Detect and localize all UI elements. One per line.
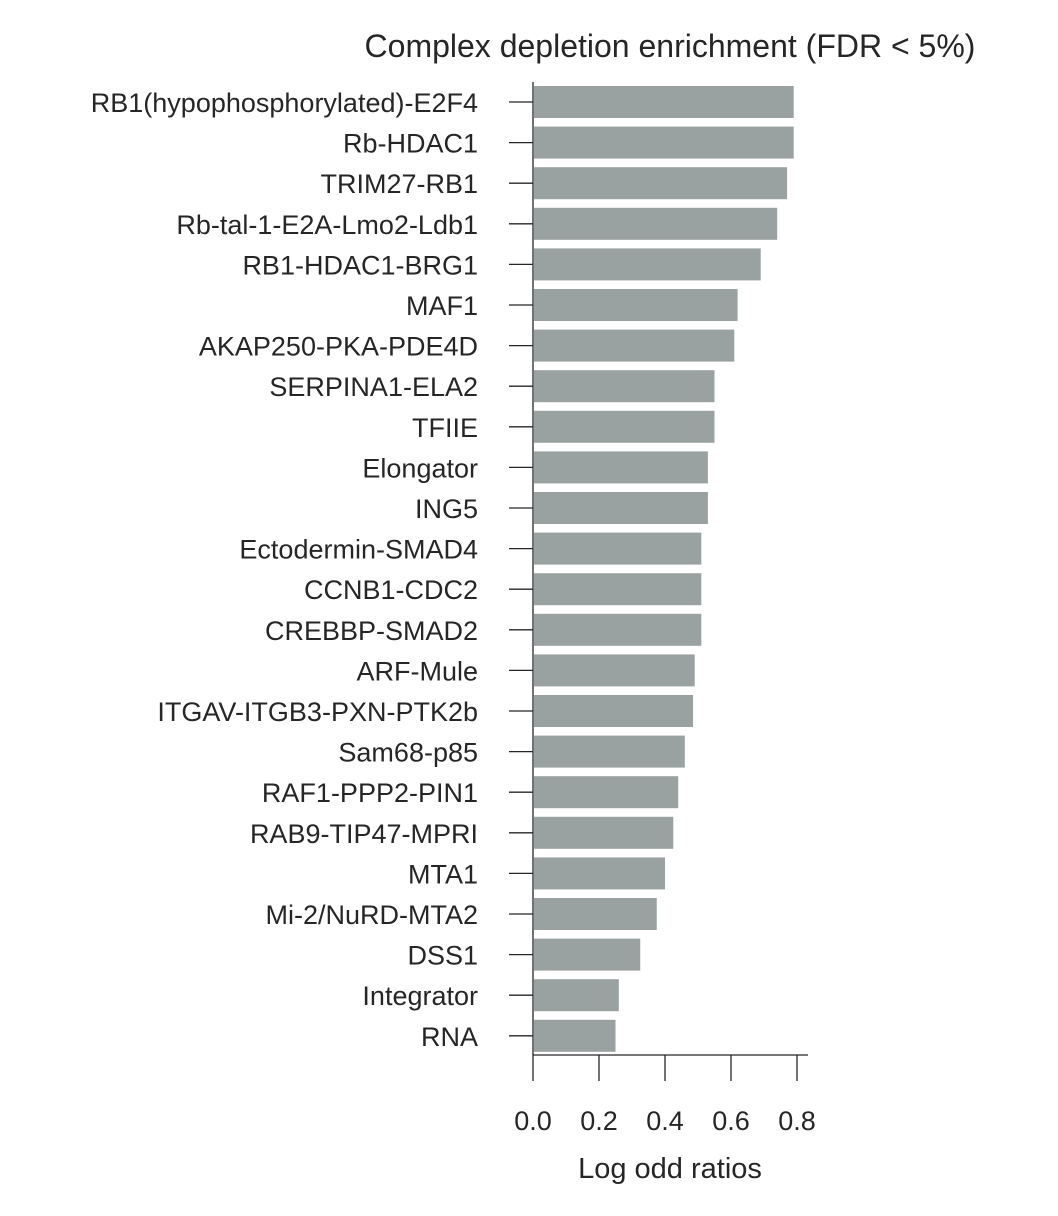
category-label-18: RAB9-TIP47-MPRI [250, 819, 478, 849]
category-label-12: CCNB1-CDC2 [304, 575, 478, 605]
bar-0 [534, 86, 794, 118]
bar-5 [534, 289, 738, 321]
category-label-4: RB1-HDAC1-BRG1 [242, 250, 478, 280]
x-tick-label-4: 0.8 [778, 1106, 816, 1136]
x-tick-label-0: 0.0 [514, 1106, 552, 1136]
bar-18 [534, 816, 674, 849]
category-label-17: RAF1-PPP2-PIN1 [262, 778, 478, 808]
category-label-5: MAF1 [406, 291, 478, 321]
category-label-2: TRIM27-RB1 [320, 169, 478, 199]
bar-8 [534, 410, 715, 443]
bar-20 [534, 898, 657, 930]
bar-6 [534, 329, 735, 362]
bar-10 [534, 492, 708, 524]
bar-16 [534, 735, 685, 768]
bar-17 [534, 776, 679, 809]
category-label-9: Elongator [362, 453, 478, 483]
bar-4 [534, 248, 761, 281]
bar-13 [534, 613, 702, 646]
category-label-21: DSS1 [407, 941, 478, 971]
category-labels-group: RB1(hypophosphorylated)-E2F4 Rb-HDAC1 TRIM… [91, 88, 533, 1052]
bars-group [534, 86, 794, 1052]
category-label-14: ARF-Mule [356, 656, 478, 686]
bar-1 [534, 126, 794, 159]
category-label-7: SERPINA1-ELA2 [269, 372, 478, 402]
bar-23 [534, 1019, 616, 1052]
bar-21 [534, 938, 641, 971]
category-label-13: CREBBP-SMAD2 [265, 616, 478, 646]
category-label-16: Sam68-p85 [338, 738, 478, 768]
x-tick-label-2: 0.4 [646, 1106, 684, 1136]
category-label-15: ITGAV-ITGB3-PXN-PTK2b [157, 697, 478, 727]
x-tick-label-1: 0.2 [580, 1106, 618, 1136]
category-label-23: RNA [421, 1022, 478, 1052]
bar-9 [534, 451, 708, 484]
bar-2 [534, 167, 788, 200]
x-ticks-group: 0.0 0.2 0.4 0.6 0.8 [514, 1055, 816, 1136]
category-label-19: MTA1 [408, 859, 478, 889]
bar-22 [534, 979, 619, 1012]
bar-12 [534, 573, 702, 606]
category-label-3: Rb-tal-1-E2A-Lmo2-Ldb1 [176, 210, 478, 240]
category-label-0: RB1(hypophosphorylated)-E2F4 [91, 88, 478, 118]
category-label-22: Integrator [362, 981, 478, 1011]
bar-7 [534, 370, 715, 403]
chart-title: Complex depletion enrichment (FDR < 5%) [365, 28, 976, 64]
bar-19 [534, 857, 665, 890]
category-label-11: Ectodermin-SMAD4 [239, 535, 478, 565]
x-tick-label-3: 0.6 [712, 1106, 750, 1136]
category-label-1: Rb-HDAC1 [343, 129, 478, 159]
category-label-6: AKAP250-PKA-PDE4D [199, 332, 478, 362]
category-label-8: TFIIE [412, 413, 478, 443]
bar-11 [534, 532, 702, 565]
bar-15 [534, 695, 694, 727]
x-axis-label: Log odd ratios [578, 1153, 762, 1185]
category-label-20: Mi-2/NuRD-MTA2 [265, 900, 478, 930]
bar-3 [534, 207, 778, 240]
category-label-10: ING5 [415, 494, 478, 524]
bar-14 [534, 654, 695, 687]
